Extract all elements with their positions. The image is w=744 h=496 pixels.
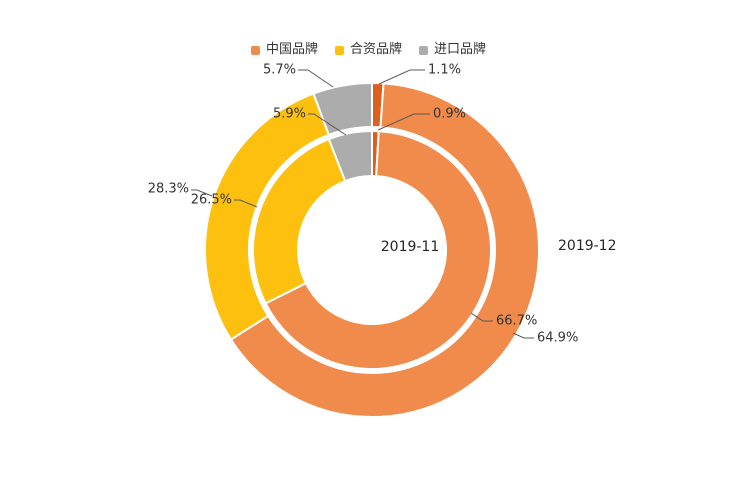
label-leader-line bbox=[234, 199, 258, 208]
percent-label: 5.9% bbox=[273, 107, 306, 122]
donut-segment bbox=[312, 82, 373, 136]
percent-label: 66.7% bbox=[496, 314, 537, 329]
donut-segment bbox=[264, 130, 492, 370]
legend-label: 进口品牌 bbox=[434, 42, 487, 57]
label-leader-line bbox=[512, 332, 534, 339]
percent-label: 0.9% bbox=[433, 107, 466, 122]
legend-item-china-brand: 中国品牌 bbox=[251, 43, 318, 57]
label-leader-line bbox=[378, 69, 425, 85]
ring-name-label: 2019-12 bbox=[558, 238, 617, 254]
percent-label: 28.3% bbox=[148, 182, 189, 197]
legend-label: 中国品牌 bbox=[266, 42, 319, 57]
percent-label: 26.5% bbox=[191, 193, 232, 208]
legend-label: 合资品牌 bbox=[350, 42, 403, 57]
percent-label: 5.7% bbox=[263, 63, 296, 78]
legend-item-import-brand: 进口品牌 bbox=[419, 43, 486, 57]
legend-swatch-icon bbox=[335, 45, 345, 55]
label-leader-line bbox=[308, 113, 347, 136]
legend-swatch-icon bbox=[251, 45, 260, 55]
label-leader-line bbox=[377, 113, 430, 131]
ring-name-label: 2019-11 bbox=[381, 239, 440, 255]
chart-legend: 中国品牌 合资品牌 进口品牌 bbox=[251, 43, 486, 57]
percent-label: 1.1% bbox=[428, 63, 461, 78]
donut-segment bbox=[230, 82, 540, 418]
legend-swatch-icon bbox=[419, 45, 429, 55]
percent-label: 64.9% bbox=[537, 331, 578, 346]
label-leader-line bbox=[470, 312, 493, 322]
legend-item-joint-venture-brand: 合资品牌 bbox=[335, 43, 402, 57]
label-leader-line bbox=[298, 69, 334, 88]
label-leader-line bbox=[191, 189, 213, 197]
donut-segment bbox=[327, 130, 373, 183]
